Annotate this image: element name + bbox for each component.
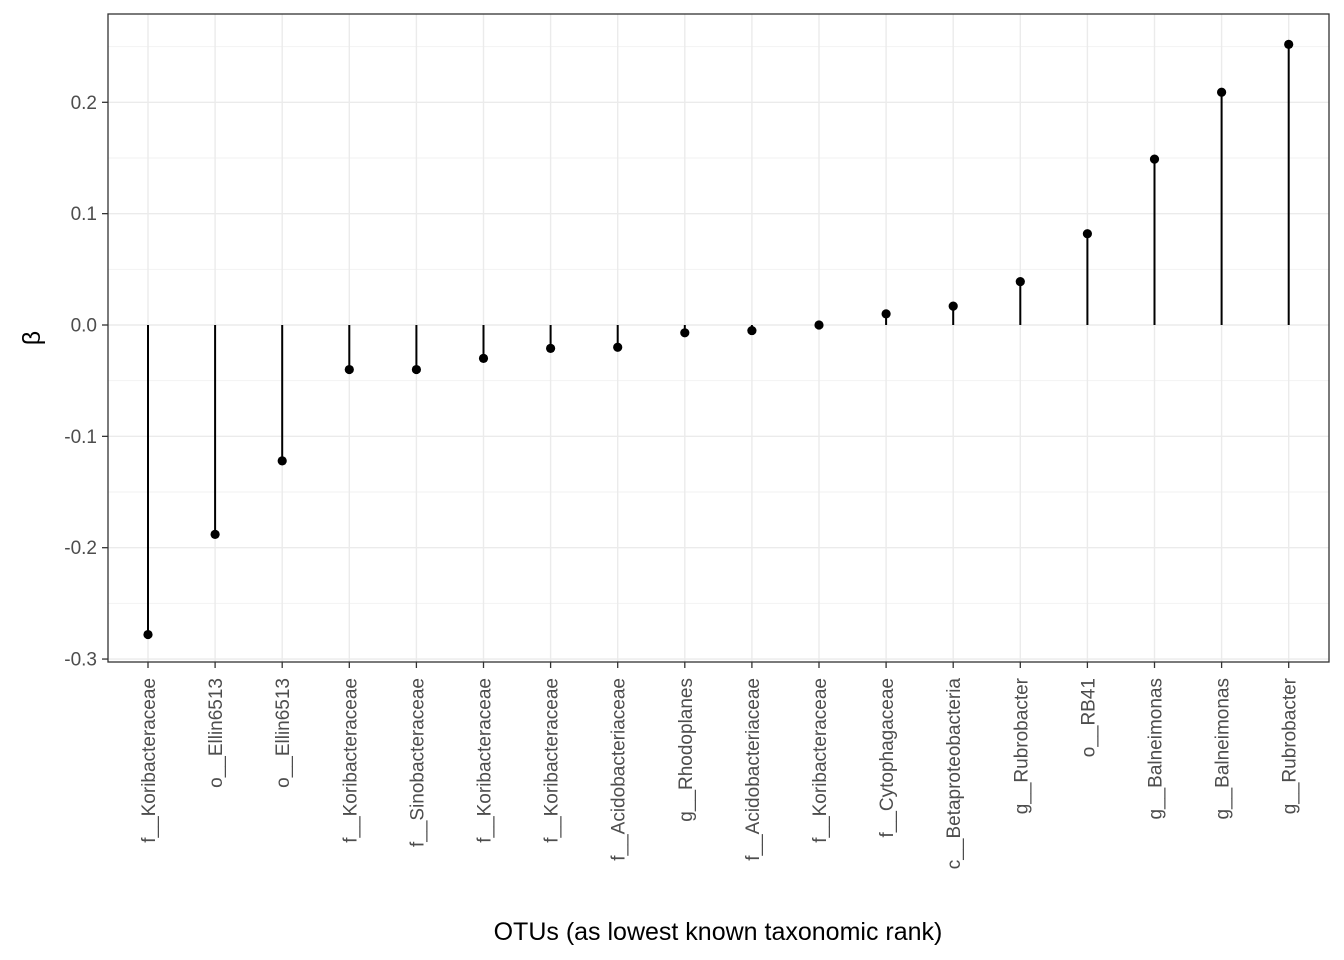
x-tick-label: f__Koribacteraceae: [542, 678, 563, 843]
data-point: [814, 320, 824, 330]
x-tick-label: f__Sinobacteraceae: [407, 678, 428, 847]
x-tick-label: g__Balneimonas: [1146, 678, 1167, 820]
x-tick-label: g__Rubrobacter: [1011, 677, 1032, 814]
data-point: [1149, 154, 1160, 164]
y-tick-label: 0.2: [71, 93, 97, 114]
data-point: [1284, 39, 1294, 49]
data-point: [680, 328, 690, 338]
x-tick-label: f__Koribacteraceae: [139, 678, 160, 843]
data-point: [478, 353, 489, 364]
minor-gridlines: [108, 46, 1329, 604]
data-point: [948, 301, 958, 311]
data-point: [1217, 87, 1227, 97]
x-tick-label: f__Koribacteraceae: [810, 678, 831, 843]
y-tick-label: -0.3: [64, 650, 97, 671]
data-point: [277, 456, 287, 466]
y-axis-title: β: [18, 331, 46, 345]
x-tick-label: f__Koribacteraceae: [340, 678, 361, 843]
x-tick-label: o__Ellin6513: [273, 678, 294, 788]
plot-panel-border: [107, 13, 1330, 663]
x-tick-label: f__Cytophagaceae: [877, 678, 898, 838]
x-tick-label: g__Rhodoplanes: [676, 678, 697, 822]
x-tick-label: g__Balneimonas: [1213, 678, 1234, 820]
data-point: [881, 309, 891, 319]
data-point: [1015, 276, 1025, 287]
data-point: [613, 342, 623, 352]
y-tick-label: -0.1: [64, 427, 97, 448]
x-tick-label: o__Ellin6513: [206, 678, 227, 788]
data-point: [747, 325, 757, 336]
data-point: [411, 364, 421, 375]
x-tick-label: f__Acidobacteriaceae: [743, 678, 764, 861]
x-tick-label: c__Betaproteobacteria: [944, 678, 965, 870]
x-tick-label: o__RB41: [1078, 678, 1099, 757]
y-axis: -0.3 -0.2 -0.1 0.0 0.1 0.2: [64, 93, 108, 671]
y-tick-label: 0.1: [71, 204, 97, 225]
x-axis-title: OTUs (as lowest known taxonomic rank): [494, 918, 943, 946]
x-tick-label: g__Rubrobacter: [1280, 677, 1301, 814]
data-points: [143, 39, 1294, 640]
data-point: [546, 343, 556, 353]
x-axis: f__Koribacteraceae o__Ellin6513 o__Ellin65…: [139, 662, 1301, 869]
y-tick-label: 0.0: [71, 316, 97, 337]
data-point: [210, 529, 220, 539]
y-tick-label: -0.2: [64, 538, 97, 559]
data-point: [344, 364, 354, 375]
x-tick-label: f__Koribacteraceae: [475, 678, 496, 843]
data-point: [1082, 229, 1092, 239]
x-tick-label: f__Acidobacteriaceae: [609, 678, 630, 861]
data-point: [143, 629, 153, 640]
